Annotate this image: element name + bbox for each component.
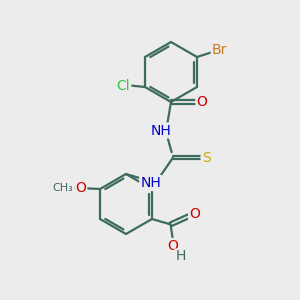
Text: O: O — [75, 182, 86, 195]
Text: O: O — [167, 239, 178, 253]
Text: H: H — [175, 250, 186, 263]
Text: Cl: Cl — [117, 79, 130, 92]
Text: S: S — [202, 151, 211, 164]
Text: O: O — [196, 95, 207, 109]
Text: CH₃: CH₃ — [52, 183, 73, 194]
Text: NH: NH — [151, 124, 172, 137]
Text: O: O — [189, 208, 200, 221]
Text: NH: NH — [140, 176, 161, 190]
Text: Br: Br — [212, 44, 227, 57]
